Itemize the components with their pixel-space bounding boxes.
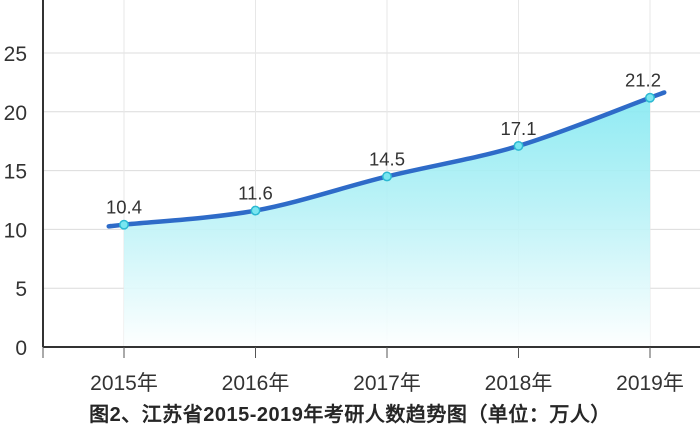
- data-point-label: 11.6: [238, 183, 273, 204]
- y-tick-label: 20: [4, 102, 27, 125]
- y-tick-label: 0: [15, 337, 27, 360]
- x-category-label: 2016年: [222, 372, 290, 395]
- data-point-marker: [513, 140, 524, 151]
- data-point-marker: [250, 205, 261, 216]
- y-tick-label: 25: [4, 43, 27, 66]
- x-category-label: 2017年: [353, 372, 421, 395]
- data-point-label: 21.2: [625, 70, 661, 91]
- x-category-label: 2015年: [90, 372, 158, 395]
- data-point-label: 10.4: [106, 197, 142, 218]
- data-point-marker: [382, 171, 392, 182]
- area-fill: [124, 97, 650, 347]
- data-point-marker: [119, 219, 129, 230]
- data-point-label: 14.5: [369, 148, 405, 169]
- trend-chart: 10.4 11.6 14.5 17.1 21.2 0 5 10 15 20 25 2015年 2016年…: [4, 0, 700, 395]
- y-tick-label: 15: [4, 161, 27, 184]
- x-category-label: 2019年: [616, 372, 684, 395]
- data-point-marker: [645, 92, 655, 103]
- x-category-label: 2018年: [485, 372, 553, 395]
- y-tick-label: 5: [15, 278, 27, 301]
- chart-caption: 图2、江苏省2015-2019年考研人数趋势图（单位：万人）: [89, 404, 611, 426]
- data-point-label: 17.1: [500, 118, 536, 139]
- y-tick-label: 10: [4, 219, 27, 242]
